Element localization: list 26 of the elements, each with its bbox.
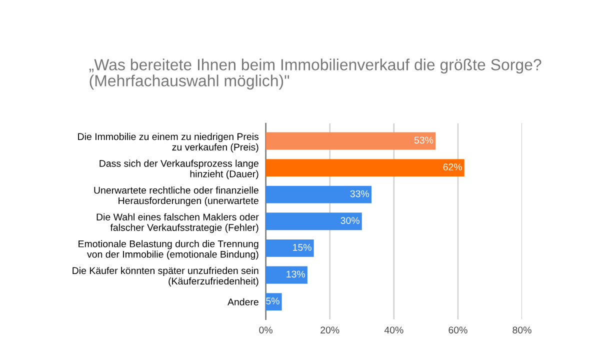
- y-tick-label: Die Käufer könnten später unzufrieden sein (Käuferzufriedenheit): [72, 266, 258, 286]
- data-label: 62%: [443, 164, 462, 170]
- bar: [266, 132, 436, 150]
- data-label: 5%: [266, 298, 280, 304]
- data-label: 33%: [350, 190, 370, 198]
- data-label: 13%: [286, 270, 306, 278]
- x-tick-label: 60%: [448, 326, 468, 334]
- y-tick-label: Die Immobilie zu einem zu niedrigen Preis zu verkaufen (Preis): [78, 132, 259, 152]
- bar: [266, 266, 308, 284]
- x-tick-label: 40%: [384, 326, 404, 334]
- bar: [266, 212, 362, 230]
- data-label: 30%: [340, 217, 360, 224]
- x-tick-label: 20%: [320, 326, 340, 334]
- data-label: 53%: [414, 136, 434, 144]
- chart-title: „Was bereitete Ihnen beim Immobilienverkauf die größte Sorge? (Mehrfachauswahl möglich)": [89, 58, 542, 90]
- bar: [266, 239, 314, 257]
- y-tick-label: Unerwartete rechtliche oder finanzielle Herausforderungen (unerwartete: [94, 186, 258, 206]
- y-tick-label: Andere: [228, 298, 258, 306]
- x-tick-label: 80%: [512, 326, 532, 334]
- y-tick-label: Emotionale Belastung durch die Trennung von der Immobilie (emotionale Bindung): [78, 240, 258, 260]
- data-label: 15%: [293, 244, 312, 251]
- x-tick-label: 0%: [259, 326, 272, 334]
- bar: [266, 159, 464, 176]
- bar: [266, 186, 372, 204]
- y-tick-label: Dass sich der Verkaufsprozess lange hinzieht (Dauer): [100, 160, 258, 180]
- y-tick-label: Die Wahl eines falschen Maklers oder falscher Verkaufsstrategie (Fehler): [96, 213, 259, 233]
